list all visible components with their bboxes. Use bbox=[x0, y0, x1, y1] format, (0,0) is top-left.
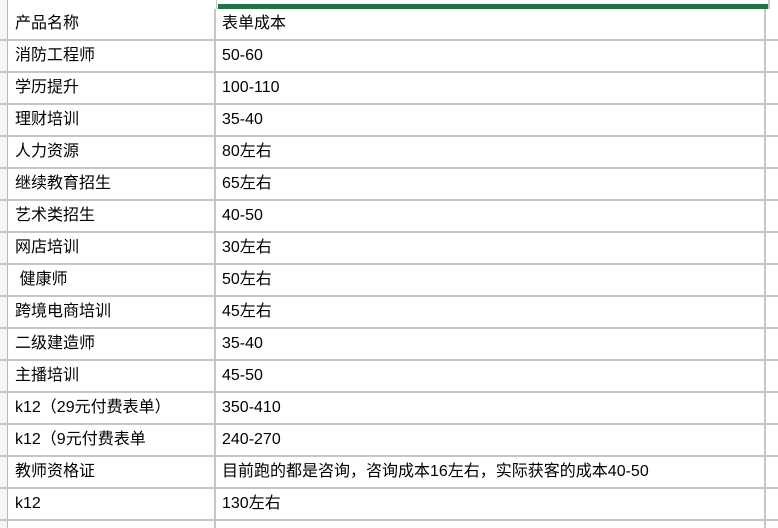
cell-product-name[interactable] bbox=[8, 521, 216, 528]
green-accent-band bbox=[218, 4, 768, 11]
table-row[interactable]: 产品名称 表单成本 bbox=[0, 9, 778, 41]
data-grid: 产品名称 表单成本 消防工程师 50-60 学历提升 100-110 理财培训 35-40 人力… bbox=[0, 9, 778, 528]
table-row[interactable]: k12（29元付费表单） 350-410 bbox=[0, 393, 778, 425]
cell-form-cost[interactable]: 45左右 bbox=[216, 297, 766, 327]
cell-form-cost[interactable]: 目前跑的都是咨询，咨询成本16左右，实际获客的成本40-50 bbox=[216, 457, 766, 487]
cell-form-cost[interactable]: 65左右 bbox=[216, 169, 766, 199]
cell-empty-trailing[interactable] bbox=[766, 457, 778, 487]
table-row[interactable]: 继续教育招生 65左右 bbox=[0, 169, 778, 201]
cell-product-name[interactable]: 主播培训 bbox=[8, 361, 216, 391]
cell-empty-trailing[interactable] bbox=[766, 361, 778, 391]
cell-product-name[interactable]: k12（9元付费表单 bbox=[8, 425, 216, 455]
cell-empty-trailing[interactable] bbox=[766, 169, 778, 199]
cell-empty-trailing[interactable] bbox=[766, 9, 778, 39]
row-header-cell[interactable] bbox=[0, 105, 8, 135]
cell-product-name[interactable]: 艺术类招生 bbox=[8, 201, 216, 231]
cell-empty-trailing[interactable] bbox=[766, 73, 778, 103]
row-header-cell[interactable] bbox=[0, 329, 8, 359]
row-header-cell[interactable] bbox=[0, 361, 8, 391]
cell-product-name[interactable]: 跨境电商培训 bbox=[8, 297, 216, 327]
row-header-cell[interactable] bbox=[0, 425, 8, 455]
row-header-cell[interactable] bbox=[0, 233, 8, 263]
cell-product-name[interactable]: 健康师 bbox=[8, 265, 216, 295]
row-header-cell[interactable] bbox=[0, 73, 8, 103]
table-row[interactable]: 健康师 50左右 bbox=[0, 265, 778, 297]
cell-empty-trailing[interactable] bbox=[766, 105, 778, 135]
cell-form-cost[interactable]: 40-50 bbox=[216, 201, 766, 231]
table-row[interactable]: 人力资源 80左右 bbox=[0, 137, 778, 169]
row-header-cell[interactable] bbox=[0, 521, 8, 528]
table-row[interactable]: 网店培训 30左右 bbox=[0, 233, 778, 265]
table-row[interactable]: 跨境电商培训 45左右 bbox=[0, 297, 778, 329]
table-row[interactable]: 教师资格证 目前跑的都是咨询，咨询成本16左右，实际获客的成本40-50 bbox=[0, 457, 778, 489]
cell-product-name[interactable]: 人力资源 bbox=[8, 137, 216, 167]
row-header-cell[interactable] bbox=[0, 201, 8, 231]
cell-empty-trailing[interactable] bbox=[766, 201, 778, 231]
row-header-cell[interactable] bbox=[0, 393, 8, 423]
cell-empty-trailing[interactable] bbox=[766, 521, 778, 528]
row-header-cell[interactable] bbox=[0, 169, 8, 199]
row-header-cell[interactable] bbox=[0, 9, 8, 39]
row-header-sliver bbox=[0, 0, 8, 9]
table-row[interactable]: 艺术类招生 40-50 bbox=[0, 201, 778, 233]
table-row[interactable]: 学历提升 100-110 bbox=[0, 73, 778, 105]
cell-product-name[interactable]: k12 bbox=[8, 489, 216, 519]
cell-product-name[interactable]: 消防工程师 bbox=[8, 41, 216, 71]
cell-form-cost[interactable]: 80左右 bbox=[216, 137, 766, 167]
column-header-product-name[interactable]: 产品名称 bbox=[8, 9, 216, 39]
cell-empty-trailing[interactable] bbox=[766, 425, 778, 455]
cell-empty-trailing[interactable] bbox=[766, 329, 778, 359]
table-row[interactable]: k12（9元付费表单 240-270 bbox=[0, 425, 778, 457]
cell-product-name[interactable]: 理财培训 bbox=[8, 105, 216, 135]
table-row[interactable]: 消防工程师 50-60 bbox=[0, 41, 778, 73]
cell-form-cost[interactable]: 50左右 bbox=[216, 265, 766, 295]
cell-product-name[interactable]: 二级建造师 bbox=[8, 329, 216, 359]
cell-empty-trailing[interactable] bbox=[766, 233, 778, 263]
cell-empty-trailing[interactable] bbox=[766, 137, 778, 167]
cell-product-name[interactable]: k12（29元付费表单） bbox=[8, 393, 216, 423]
cell-form-cost[interactable]: 130左右 bbox=[216, 489, 766, 519]
cell-form-cost[interactable]: 240-270 bbox=[216, 425, 766, 455]
cell-product-name[interactable]: 继续教育招生 bbox=[8, 169, 216, 199]
table-row[interactable]: 主播培训 45-50 bbox=[0, 361, 778, 393]
cell-form-cost[interactable]: 50-60 bbox=[216, 41, 766, 71]
table-row[interactable]: k12 130左右 bbox=[0, 489, 778, 521]
row-header-cell[interactable] bbox=[0, 489, 8, 519]
clipped-top-row bbox=[0, 0, 778, 11]
row-header-cell[interactable] bbox=[0, 137, 8, 167]
cell-form-cost[interactable]: 35-40 bbox=[216, 105, 766, 135]
table-row[interactable]: 理财培训 35-40 bbox=[0, 105, 778, 137]
cell-form-cost[interactable]: 45-50 bbox=[216, 361, 766, 391]
cell-empty-trailing[interactable] bbox=[766, 489, 778, 519]
row-header-cell[interactable] bbox=[0, 265, 8, 295]
row-header-cell[interactable] bbox=[0, 297, 8, 327]
cell-product-name[interactable]: 学历提升 bbox=[8, 73, 216, 103]
cell-empty-trailing[interactable] bbox=[766, 265, 778, 295]
cell-form-cost[interactable]: 30左右 bbox=[216, 233, 766, 263]
cell-form-cost[interactable]: 350-410 bbox=[216, 393, 766, 423]
cell-product-name[interactable]: 网店培训 bbox=[8, 233, 216, 263]
right-gridline bbox=[768, 0, 770, 9]
cell-empty-trailing[interactable] bbox=[766, 297, 778, 327]
cell-form-cost[interactable]: 100-110 bbox=[216, 73, 766, 103]
cell-empty-trailing[interactable] bbox=[766, 393, 778, 423]
cell-form-cost[interactable] bbox=[216, 521, 766, 528]
cell-empty-trailing[interactable] bbox=[766, 41, 778, 71]
clipped-cell-name-column bbox=[9, 0, 217, 9]
cell-form-cost[interactable]: 35-40 bbox=[216, 329, 766, 359]
column-header-form-cost[interactable]: 表单成本 bbox=[216, 9, 766, 39]
table-row-partial[interactable] bbox=[0, 521, 778, 528]
table-row[interactable]: 二级建造师 35-40 bbox=[0, 329, 778, 361]
row-header-cell[interactable] bbox=[0, 41, 8, 71]
row-header-cell[interactable] bbox=[0, 457, 8, 487]
cell-product-name[interactable]: 教师资格证 bbox=[8, 457, 216, 487]
